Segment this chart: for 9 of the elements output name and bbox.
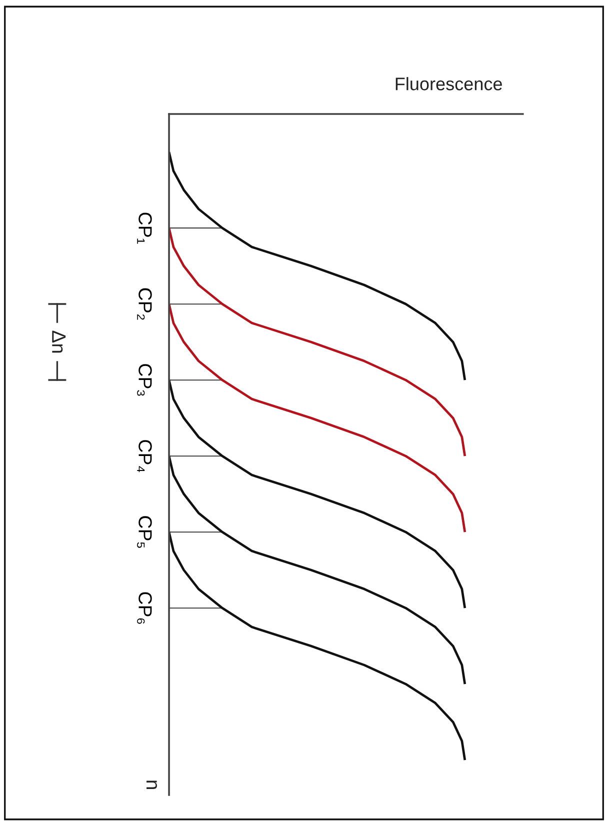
y-tick-label: CP₃ <box>137 364 152 396</box>
text: Δn <box>52 330 66 353</box>
y-tick-label: CP₅ <box>137 516 152 548</box>
x-axis-title: Fluorescence <box>396 77 502 90</box>
y-tick-label: CP₂ <box>137 288 152 320</box>
y-tick-label: CP₆ <box>137 592 152 624</box>
y-tick-label: CP₁ <box>137 212 152 244</box>
y-tick-label: CP₄ <box>137 440 152 472</box>
y-axis-title: n <box>146 780 157 789</box>
